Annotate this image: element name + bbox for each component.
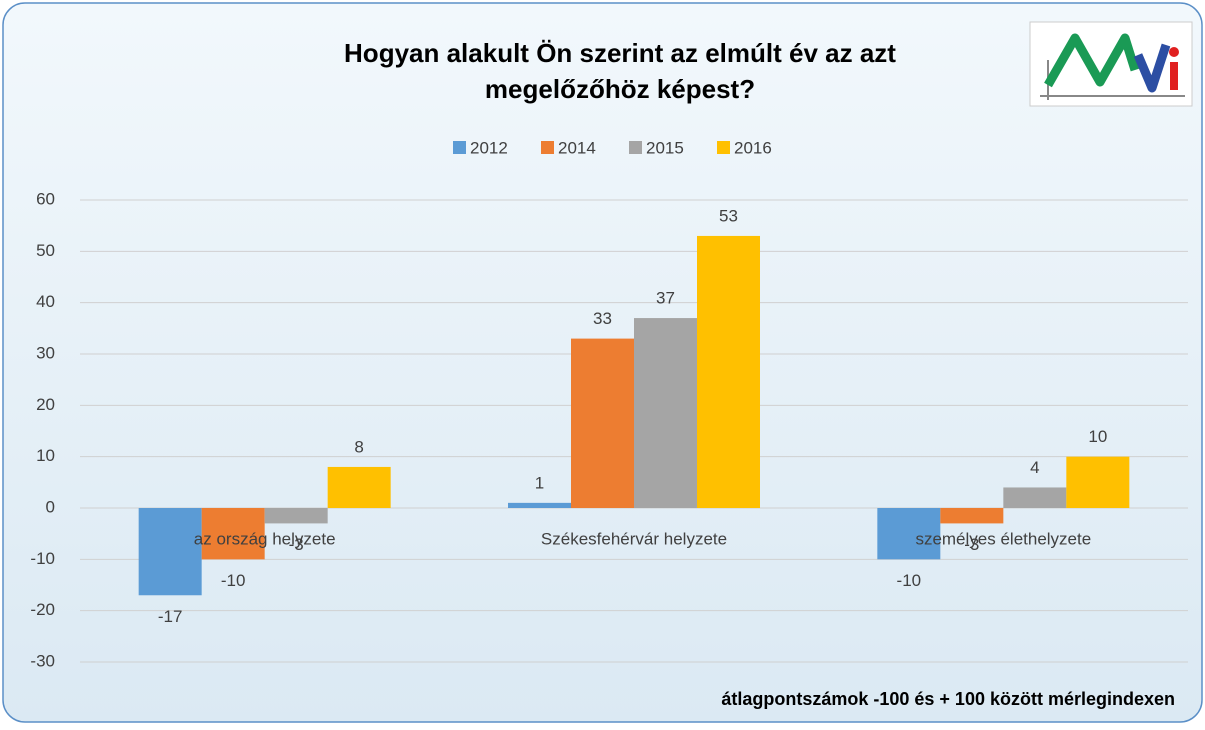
bar: [138, 508, 202, 596]
bar: [697, 235, 760, 508]
chart-title: megelőzőhöz képest?: [485, 74, 755, 104]
data-label: -17: [158, 607, 183, 626]
legend-label: 2015: [646, 138, 684, 157]
x-tick-label: személyes élethelyzete: [915, 529, 1091, 548]
data-label: 8: [354, 437, 363, 456]
x-tick-label: az ország helyzete: [194, 529, 336, 548]
chart-title: Hogyan alakult Ön szerint az elmúlt év a…: [344, 38, 896, 68]
bar: [1066, 456, 1130, 508]
legend-swatch: [541, 141, 554, 154]
y-tick-label: 20: [36, 395, 55, 414]
data-label: -10: [897, 571, 922, 590]
y-tick-label: 40: [36, 292, 55, 311]
data-label: 1: [535, 473, 544, 492]
legend-swatch: [629, 141, 642, 154]
note: átlagpontszámok -100 és + 100 között mér…: [721, 689, 1175, 709]
data-label: 33: [593, 309, 612, 328]
y-tick-label: 0: [46, 497, 55, 516]
legend-label: 2014: [558, 138, 596, 157]
legend-swatch: [453, 141, 466, 154]
y-tick-label: 10: [36, 446, 55, 465]
data-label: 4: [1030, 458, 1039, 477]
legend-label: 2012: [470, 138, 508, 157]
y-tick-label: -20: [30, 600, 55, 619]
bar: [1003, 487, 1067, 508]
y-tick-label: -30: [30, 651, 55, 670]
data-label: 53: [719, 206, 738, 225]
data-label: 10: [1088, 427, 1107, 446]
bar: [508, 502, 571, 508]
x-tick-label: Székesfehérvár helyzete: [541, 529, 727, 548]
data-label: 37: [656, 289, 675, 308]
data-label: -10: [221, 571, 246, 590]
data-label: -3: [289, 535, 304, 554]
logo: [1029, 21, 1193, 107]
bar: [634, 318, 697, 508]
y-tick-label: 60: [36, 189, 55, 208]
legend-label: 2016: [734, 138, 772, 157]
bar: [264, 508, 328, 524]
y-tick-label: 50: [36, 241, 55, 260]
bar: [877, 508, 941, 560]
bar: [327, 466, 391, 508]
bar: [201, 508, 265, 560]
y-tick-label: 30: [36, 343, 55, 362]
legend-swatch: [717, 141, 730, 154]
data-label: -3: [964, 535, 979, 554]
bar: [571, 338, 634, 508]
bar: [940, 508, 1004, 524]
y-tick-label: -10: [30, 549, 55, 568]
